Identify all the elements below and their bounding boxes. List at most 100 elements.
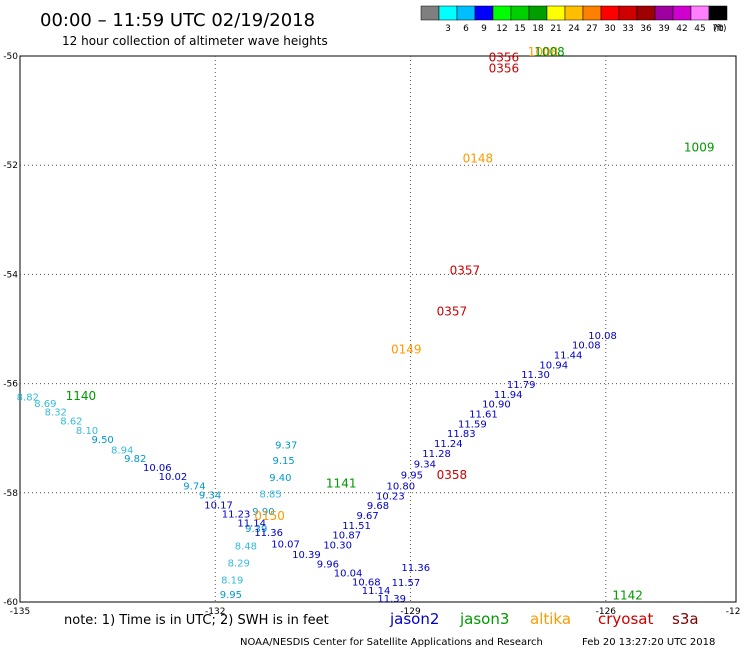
y-tick-label: -54 — [3, 270, 18, 280]
wave-height-point: 11.28 — [422, 449, 451, 460]
satellite-legend: jason2 jason3 altika cryosat s3a — [389, 610, 699, 628]
y-tick-label: -58 — [3, 489, 18, 499]
color-scale: 3 6 9 12 15 18 21 24 27 30 33 36 39 42 45 70 — [420, 5, 728, 34]
wave-height-point: 10.80 — [386, 482, 415, 493]
color-scale-tick: 15 — [514, 24, 525, 34]
legend-entry-s3a: s3a — [672, 610, 699, 628]
wave-height-point: 10.04 — [334, 568, 363, 579]
wave-height-point: 8.85 — [259, 490, 281, 501]
pass-time-label: 0149 — [391, 343, 422, 357]
color-scale-swatch — [618, 5, 638, 21]
wave-height-point: 8.19 — [221, 575, 243, 586]
pass-time-label: 0356 — [489, 61, 520, 75]
wave-height-point: 9.50 — [92, 435, 114, 446]
wave-height-point: 11.36 — [254, 528, 283, 539]
wave-height-point: 8.10 — [76, 426, 98, 437]
wave-height-point: 11.61 — [469, 409, 498, 420]
wave-height-point: 9.95 — [401, 471, 423, 482]
wave-height-point: 8.94 — [111, 445, 133, 456]
wave-height-point: 11.39 — [377, 594, 406, 605]
wave-height-point: 10.68 — [352, 578, 381, 589]
wave-height-point: 11.44 — [554, 350, 583, 361]
color-scale-tick: 70 — [712, 24, 724, 34]
footer-note: note: 1) Time is in UTC; 2) SWH is in fe… — [64, 613, 329, 628]
y-tick-label: -56 — [3, 380, 18, 390]
pass-time-label: 0357 — [437, 304, 468, 318]
color-scale-tick: 18 — [532, 24, 544, 34]
wave-height-point: 9.34 — [414, 460, 436, 471]
wave-height-point: 10.08 — [588, 331, 617, 342]
x-tick-label: -135 — [10, 607, 30, 617]
wave-height-point: 10.17 — [204, 501, 233, 512]
wave-height-point: 9.37 — [275, 441, 297, 452]
color-scale-tick: 36 — [640, 24, 652, 34]
color-scale-swatch — [672, 5, 692, 21]
wave-height-point: 9.96 — [317, 560, 339, 571]
wave-height-point: 10.23 — [376, 491, 405, 502]
wave-height-point: 11.57 — [392, 578, 421, 589]
wave-height-point: 9.15 — [272, 456, 294, 467]
wave-height-point: 10.39 — [292, 550, 321, 561]
pass-time-label: 1009 — [684, 141, 715, 155]
color-scale-swatch — [600, 5, 620, 21]
wave-height-point: 10.08 — [572, 341, 601, 352]
color-scale-swatch — [420, 5, 440, 21]
color-scale-swatch — [474, 5, 494, 21]
wave-height-point: 10.87 — [332, 531, 361, 542]
wave-height-point: 10.06 — [143, 463, 172, 474]
legend-entry-jason3: jason3 — [459, 610, 509, 628]
pass-time-label: 1140 — [66, 389, 97, 403]
wave-height-point: 9.67 — [356, 511, 378, 522]
color-scale-tick: 27 — [586, 24, 597, 34]
chart-subtitle: 12 hour collection of altimeter wave hei… — [62, 34, 328, 48]
wave-height-point: 10.94 — [539, 360, 568, 371]
wave-height-point: 11.59 — [458, 419, 487, 430]
pass-time-label: 0356 — [489, 50, 520, 64]
pass-time-label: 0357 — [450, 263, 481, 277]
x-tick-label: -126 — [596, 607, 617, 617]
x-tick-label: -129 — [400, 607, 421, 617]
pass-time-label: 1008 — [528, 45, 559, 59]
legend-entry-cryosat: cryosat — [598, 610, 653, 628]
wave-height-point: 11.30 — [521, 370, 550, 381]
wave-height-point: 11.83 — [447, 429, 476, 440]
pass-time-label: 0358 — [437, 468, 468, 482]
footer-credit: NOAA/NESDIS Center for Satellite Applica… — [240, 637, 543, 648]
wave-height-point: 9.39 — [245, 524, 267, 535]
wave-height-point: 9.68 — [367, 501, 389, 512]
color-scale-swatch — [456, 5, 476, 21]
legend-entry-altika: altika — [530, 610, 571, 628]
color-scale-tick: 39 — [658, 24, 670, 34]
color-scale-swatch — [582, 5, 602, 21]
color-scale-swatch — [708, 5, 728, 21]
plot-area: -135-132-129-126-123-124-50-52-54-56-58-… — [3, 45, 740, 617]
color-scale-tick: 24 — [568, 24, 580, 34]
wave-height-point: 11.51 — [342, 521, 371, 532]
wave-height-point: 9.95 — [220, 590, 242, 601]
color-scale-swatch — [636, 5, 656, 21]
color-scale-tick: 33 — [622, 24, 633, 34]
x-tick-label: -132 — [205, 607, 225, 617]
wave-height-point: 11.36 — [401, 563, 430, 574]
wave-height-point: 10.30 — [323, 540, 352, 551]
wave-height-point: 11.79 — [507, 380, 536, 391]
color-scale-tick: 42 — [676, 24, 687, 34]
wave-height-point: 8.48 — [235, 542, 257, 553]
color-scale-tick: 12 — [496, 24, 507, 34]
pass-time-label: 1141 — [326, 476, 357, 490]
color-scale-tick: 21 — [550, 24, 561, 34]
color-scale-tick: 3 — [445, 24, 451, 34]
color-scale-tick: 45 — [694, 24, 705, 34]
color-scale-swatch — [528, 5, 548, 21]
wave-height-point: 10.07 — [271, 539, 300, 550]
y-tick-label: -52 — [3, 161, 18, 171]
wave-height-point: 9.90 — [252, 507, 274, 518]
color-scale-swatch — [492, 5, 512, 21]
wave-height-point: 11.94 — [494, 390, 523, 401]
wave-height-point: 11.24 — [434, 439, 463, 450]
x-tick-label: -124 — [726, 607, 740, 617]
wave-height-point: 11.23 — [222, 509, 251, 520]
plot-frame — [19, 55, 737, 603]
wave-height-point: 11.14 — [362, 586, 391, 597]
